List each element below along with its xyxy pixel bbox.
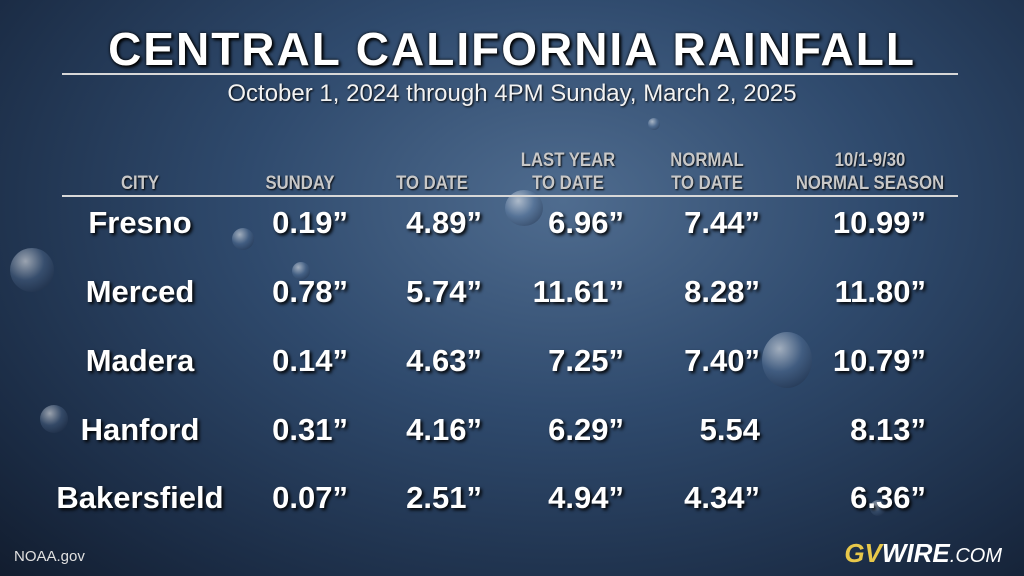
logo-part: .COM [949, 545, 1002, 567]
rainfall-value: 11.80” [834, 274, 926, 309]
rainfall-value: 11.61” [532, 274, 624, 309]
city: Madera [85, 343, 195, 378]
rainfall-value: 6.96” [548, 205, 624, 240]
column-header: NORMAL SEASON [795, 173, 945, 194]
raindrop [40, 405, 68, 433]
logo-part: WIRE [881, 538, 950, 568]
rainfall-value: 0.14” [272, 343, 348, 378]
subtitle: October 1, 2024 through 4PM Sunday, Marc… [227, 80, 797, 107]
header-rule [62, 195, 958, 197]
rainfall-value: 8.13” [850, 412, 926, 447]
title: CENTRAL CALIFORNIA RAINFALL [108, 23, 916, 75]
rainfall-value: 0.19” [272, 205, 348, 240]
title-rule [62, 73, 958, 75]
rainfall-value: 4.94” [548, 480, 624, 515]
column-header: CITY [120, 173, 160, 194]
column-header: TO DATE [396, 173, 468, 194]
rainfall-value: 8.28” [684, 274, 760, 309]
rainfall-value: 0.07” [272, 480, 348, 515]
logo: GVWIRE.COM [844, 538, 1002, 569]
city: Fresno [88, 205, 192, 240]
source: NOAA.gov [14, 548, 85, 565]
rainfall-value: 4.89” [406, 205, 482, 240]
rainfall-value: 7.40” [684, 343, 760, 378]
rainfall-value: 10.79” [832, 343, 926, 378]
raindrop [232, 228, 254, 250]
column-header: TO DATE [671, 173, 743, 194]
rainfall-value: 7.44” [684, 205, 760, 240]
rainfall-value: 4.16” [406, 412, 482, 447]
rainfall-value: 10.99” [832, 205, 926, 240]
rainfall-value: 6.36” [850, 480, 926, 515]
rainfall-value: 4.63” [406, 343, 482, 378]
column-header: 10/1-9/30 [834, 150, 906, 171]
logo-part: GV [844, 538, 882, 568]
raindrop [292, 262, 310, 280]
raindrop [648, 118, 660, 130]
raindrop [10, 248, 54, 292]
rainfall-value: 6.29” [548, 412, 624, 447]
rainfall-value: 2.51” [406, 480, 482, 515]
rainfall-value: 7.25” [548, 343, 624, 378]
column-header: NORMAL [670, 150, 744, 171]
rainfall-value: 0.31” [272, 412, 348, 447]
rainfall-value: 4.34” [684, 480, 760, 515]
rainfall-value: 5.74” [406, 274, 482, 309]
column-header: LAST YEAR [520, 150, 616, 171]
column-header: TO DATE [532, 173, 604, 194]
raindrop [870, 500, 886, 516]
rainfall-value: 5.54 [699, 412, 760, 447]
raindrop [762, 332, 812, 388]
rainfall-value: 0.78” [272, 274, 348, 309]
column-header: SUNDAY [265, 173, 335, 194]
city: Bakersfield [56, 480, 224, 515]
city: Hanford [80, 412, 200, 447]
city: Merced [85, 274, 195, 309]
